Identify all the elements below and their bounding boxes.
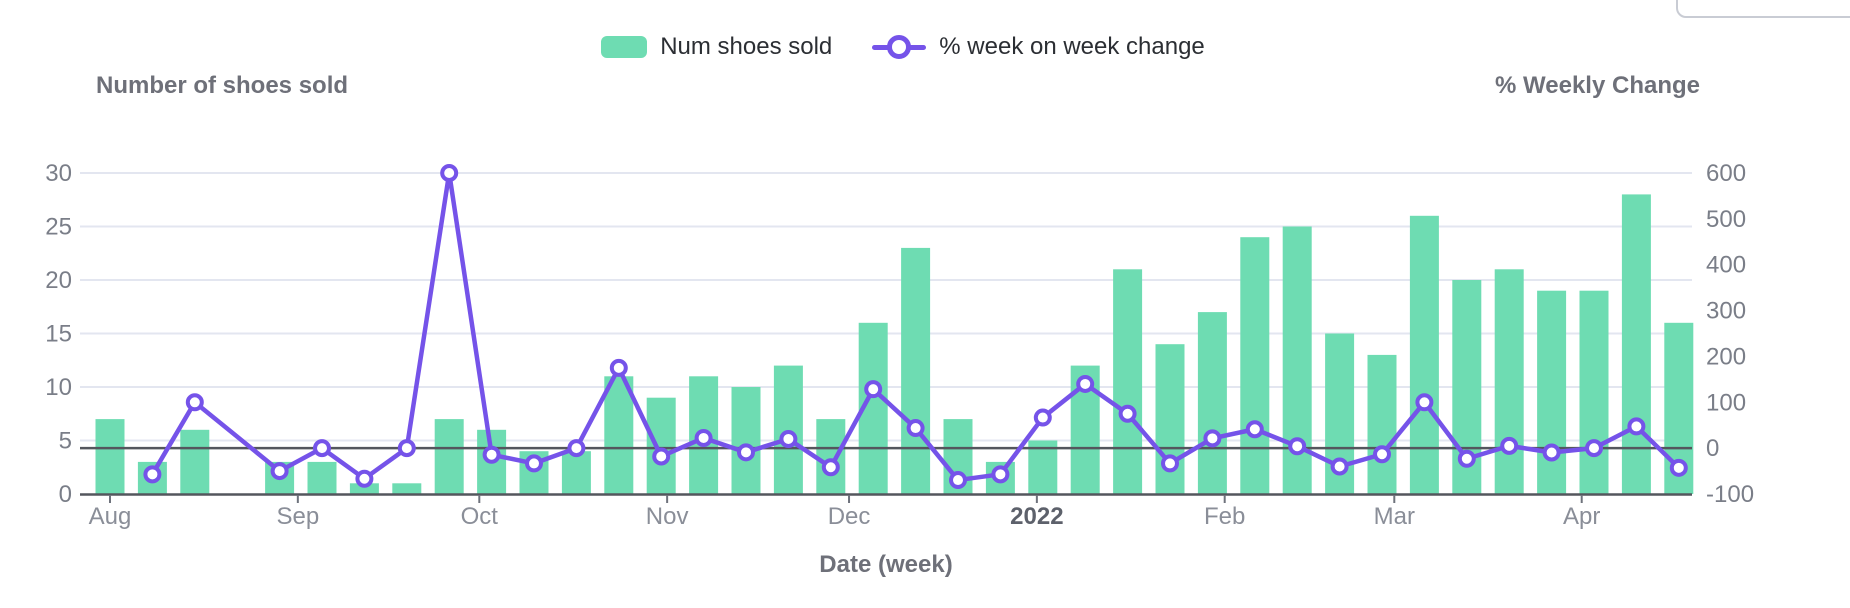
line-point	[525, 454, 543, 473]
left-tick-label-15: 15	[45, 321, 72, 348]
line-point	[1542, 443, 1561, 462]
right-tick-label-500: 500	[1706, 206, 1746, 233]
bar-week-13	[604, 376, 634, 494]
bar-week-17	[773, 365, 803, 494]
left-tick-label-20: 20	[45, 267, 72, 294]
x-label-Apr: Apr	[1563, 503, 1600, 530]
line-point	[1288, 437, 1307, 456]
bar-series-swatch-icon	[601, 36, 648, 58]
line-point	[1457, 449, 1476, 468]
line-point	[779, 429, 798, 448]
bar-week-9	[434, 419, 464, 494]
bar-week-14	[646, 397, 676, 494]
x-label-Aug: Aug	[89, 503, 132, 530]
line-point	[143, 465, 162, 484]
line-point	[1118, 404, 1137, 423]
line-point	[652, 447, 671, 466]
bar-week-23	[1028, 440, 1058, 494]
line-point	[482, 445, 501, 464]
bar-week-34	[1494, 269, 1524, 494]
bar-week-37	[1621, 194, 1651, 494]
bar-week-6	[307, 461, 337, 494]
bar-week-31	[1367, 354, 1397, 494]
line-point	[1033, 408, 1052, 427]
line-point	[270, 462, 289, 481]
left-tick-label-5: 5	[59, 428, 72, 455]
line-point	[1500, 436, 1519, 455]
line-point	[1627, 417, 1646, 436]
line-point	[1669, 458, 1688, 477]
legend-item-bar-series[interactable]: Num shoes sold	[601, 33, 832, 61]
line-series-marker-icon	[872, 35, 927, 59]
x-label-Mar: Mar	[1374, 503, 1415, 530]
line-point	[1076, 374, 1095, 393]
right-tick-label-100: 100	[1706, 389, 1746, 416]
line-series-marker-ring	[887, 35, 912, 59]
line-point	[821, 458, 840, 477]
bar-week-8	[392, 483, 422, 494]
line-series-path	[150, 170, 1682, 483]
bar-week-12	[561, 451, 591, 494]
right-tick-label-400: 400	[1706, 252, 1746, 279]
bar-week-3	[180, 429, 210, 494]
x-label-Oct: Oct	[461, 503, 499, 530]
left-tick-label-0: 0	[59, 481, 72, 508]
right-axis-title: % Weekly Change	[1495, 72, 1700, 99]
line-point	[609, 358, 628, 377]
line-point	[567, 439, 586, 458]
bar-week-18	[816, 419, 846, 494]
right-tick-label-200: 200	[1706, 343, 1746, 370]
right-tick-label--100: -100	[1706, 481, 1754, 508]
top-right-panel-cutoff	[1676, 0, 1850, 18]
x-label-Sep: Sep	[276, 503, 319, 530]
line-point	[906, 419, 925, 438]
right-tick-label-300: 300	[1706, 298, 1746, 325]
bar-week-28	[1240, 237, 1270, 494]
bar-week-7	[349, 483, 379, 494]
bar-week-20	[901, 247, 931, 494]
right-tick-label-600: 600	[1706, 160, 1746, 187]
line-point	[1245, 420, 1264, 439]
line-point	[1330, 457, 1349, 476]
line-point	[737, 443, 755, 462]
line-point	[1415, 393, 1434, 412]
bar-week-27	[1197, 312, 1227, 494]
legend: Num shoes sold % week on week change	[0, 33, 1828, 61]
line-point	[1373, 445, 1391, 464]
bar-week-35	[1537, 290, 1567, 494]
line-point	[440, 164, 459, 182]
line-point	[185, 393, 204, 412]
line-point	[397, 439, 416, 458]
line-point	[694, 428, 713, 447]
left-tick-label-30: 30	[45, 160, 72, 187]
right-tick-label-0: 0	[1706, 435, 1719, 462]
bar-week-1	[95, 419, 125, 494]
x-label-2022: 2022	[1010, 503, 1063, 530]
bar-week-32	[1409, 215, 1439, 495]
line-point	[1161, 454, 1179, 473]
x-label-Nov: Nov	[646, 503, 689, 530]
legend-bar-label: Num shoes sold	[660, 33, 833, 60]
left-tick-label-10: 10	[45, 374, 72, 401]
line-point	[949, 471, 967, 490]
line-point	[313, 439, 331, 458]
line-point	[1203, 429, 1222, 448]
x-label-Feb: Feb	[1204, 503, 1245, 530]
legend-item-line-series[interactable]: % week on week change	[872, 33, 1205, 61]
bar-week-36	[1579, 290, 1609, 494]
line-point	[864, 380, 883, 399]
line-point	[1585, 439, 1603, 458]
left-tick-label-25: 25	[45, 214, 72, 241]
legend-line-label: % week on week change	[939, 33, 1205, 60]
x-axis-title: Date (week)	[819, 551, 953, 578]
bar-week-25	[1113, 269, 1143, 494]
x-label-Dec: Dec	[828, 503, 871, 530]
bar-week-16	[731, 387, 761, 494]
left-axis-title: Number of shoes sold	[96, 72, 349, 99]
line-point	[991, 465, 1010, 484]
line-point	[355, 469, 374, 488]
